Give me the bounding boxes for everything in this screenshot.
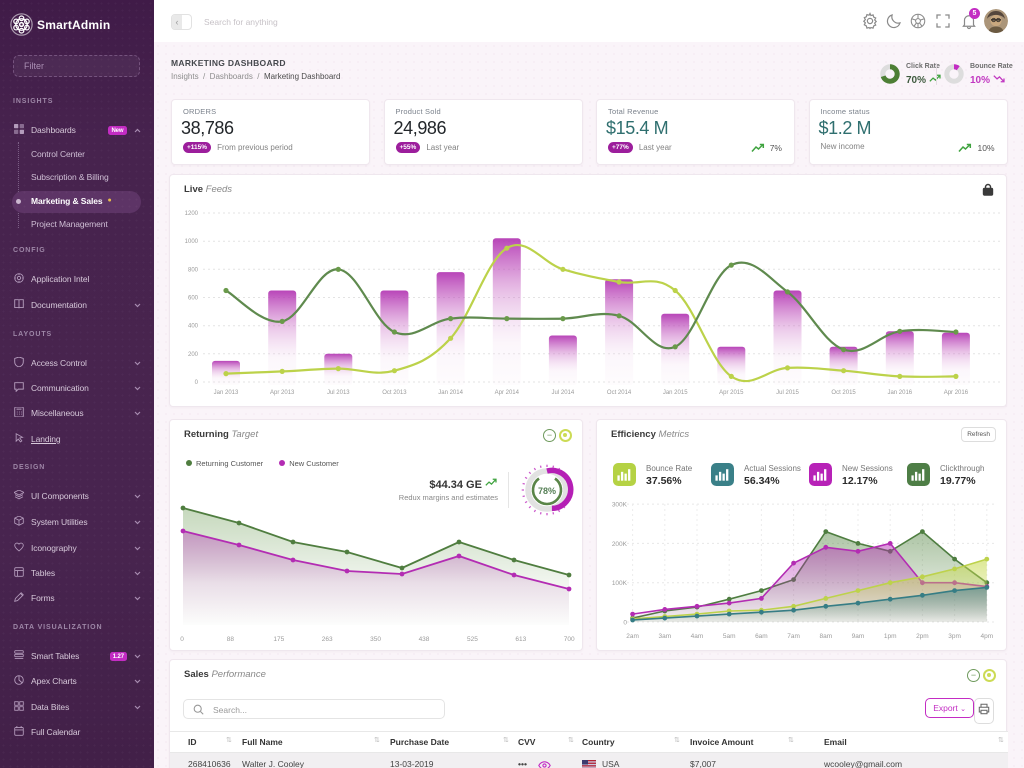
svg-text:100K: 100K — [612, 580, 628, 587]
svg-text:1000: 1000 — [185, 239, 199, 245]
svg-text:600: 600 — [188, 296, 199, 302]
svg-text:88: 88 — [227, 636, 235, 643]
svg-text:Jan 2016: Jan 2016 — [887, 390, 912, 396]
svg-text:Jul 2014: Jul 2014 — [552, 390, 575, 396]
svg-text:438: 438 — [419, 636, 430, 643]
svg-text:Oct 2013: Oct 2013 — [382, 390, 407, 396]
svg-text:Oct 2015: Oct 2015 — [831, 390, 856, 396]
svg-text:0: 0 — [195, 380, 199, 386]
svg-text:Apr 2016: Apr 2016 — [944, 390, 969, 396]
svg-text:200K: 200K — [612, 541, 628, 548]
svg-text:0: 0 — [623, 620, 627, 627]
svg-text:0: 0 — [180, 636, 184, 643]
svg-text:4pm: 4pm — [980, 633, 993, 640]
svg-text:5am: 5am — [723, 633, 736, 640]
svg-text:4am: 4am — [691, 633, 704, 640]
svg-text:1pm: 1pm — [884, 633, 897, 640]
svg-text:3pm: 3pm — [948, 633, 961, 640]
svg-text:Jul 2013: Jul 2013 — [327, 390, 350, 396]
svg-text:800: 800 — [188, 267, 199, 273]
svg-text:263: 263 — [322, 636, 333, 643]
svg-text:7am: 7am — [787, 633, 800, 640]
svg-text:2pm: 2pm — [916, 633, 929, 640]
svg-text:78%: 78% — [538, 486, 556, 496]
svg-text:Jan 2013: Jan 2013 — [214, 390, 239, 396]
svg-text:Jan 2014: Jan 2014 — [438, 390, 463, 396]
svg-text:6am: 6am — [755, 633, 768, 640]
svg-text:175: 175 — [273, 636, 284, 643]
svg-text:350: 350 — [370, 636, 381, 643]
svg-text:Oct 2014: Oct 2014 — [607, 390, 632, 396]
svg-text:700: 700 — [564, 636, 575, 643]
svg-text:525: 525 — [467, 636, 478, 643]
svg-text:1200: 1200 — [185, 211, 199, 217]
svg-text:Jul 2015: Jul 2015 — [776, 390, 799, 396]
svg-text:300K: 300K — [612, 502, 628, 509]
svg-text:9am: 9am — [852, 633, 865, 640]
svg-text:2am: 2am — [626, 633, 639, 640]
svg-text:Jan 2015: Jan 2015 — [663, 390, 688, 396]
svg-text:400: 400 — [188, 324, 199, 330]
svg-text:8am: 8am — [819, 633, 832, 640]
svg-text:Apr 2014: Apr 2014 — [495, 390, 520, 396]
svg-text:613: 613 — [515, 636, 526, 643]
svg-text:200: 200 — [188, 352, 199, 358]
svg-text:Apr 2013: Apr 2013 — [270, 390, 295, 396]
svg-text:Apr 2015: Apr 2015 — [719, 390, 744, 396]
svg-text:3am: 3am — [658, 633, 671, 640]
